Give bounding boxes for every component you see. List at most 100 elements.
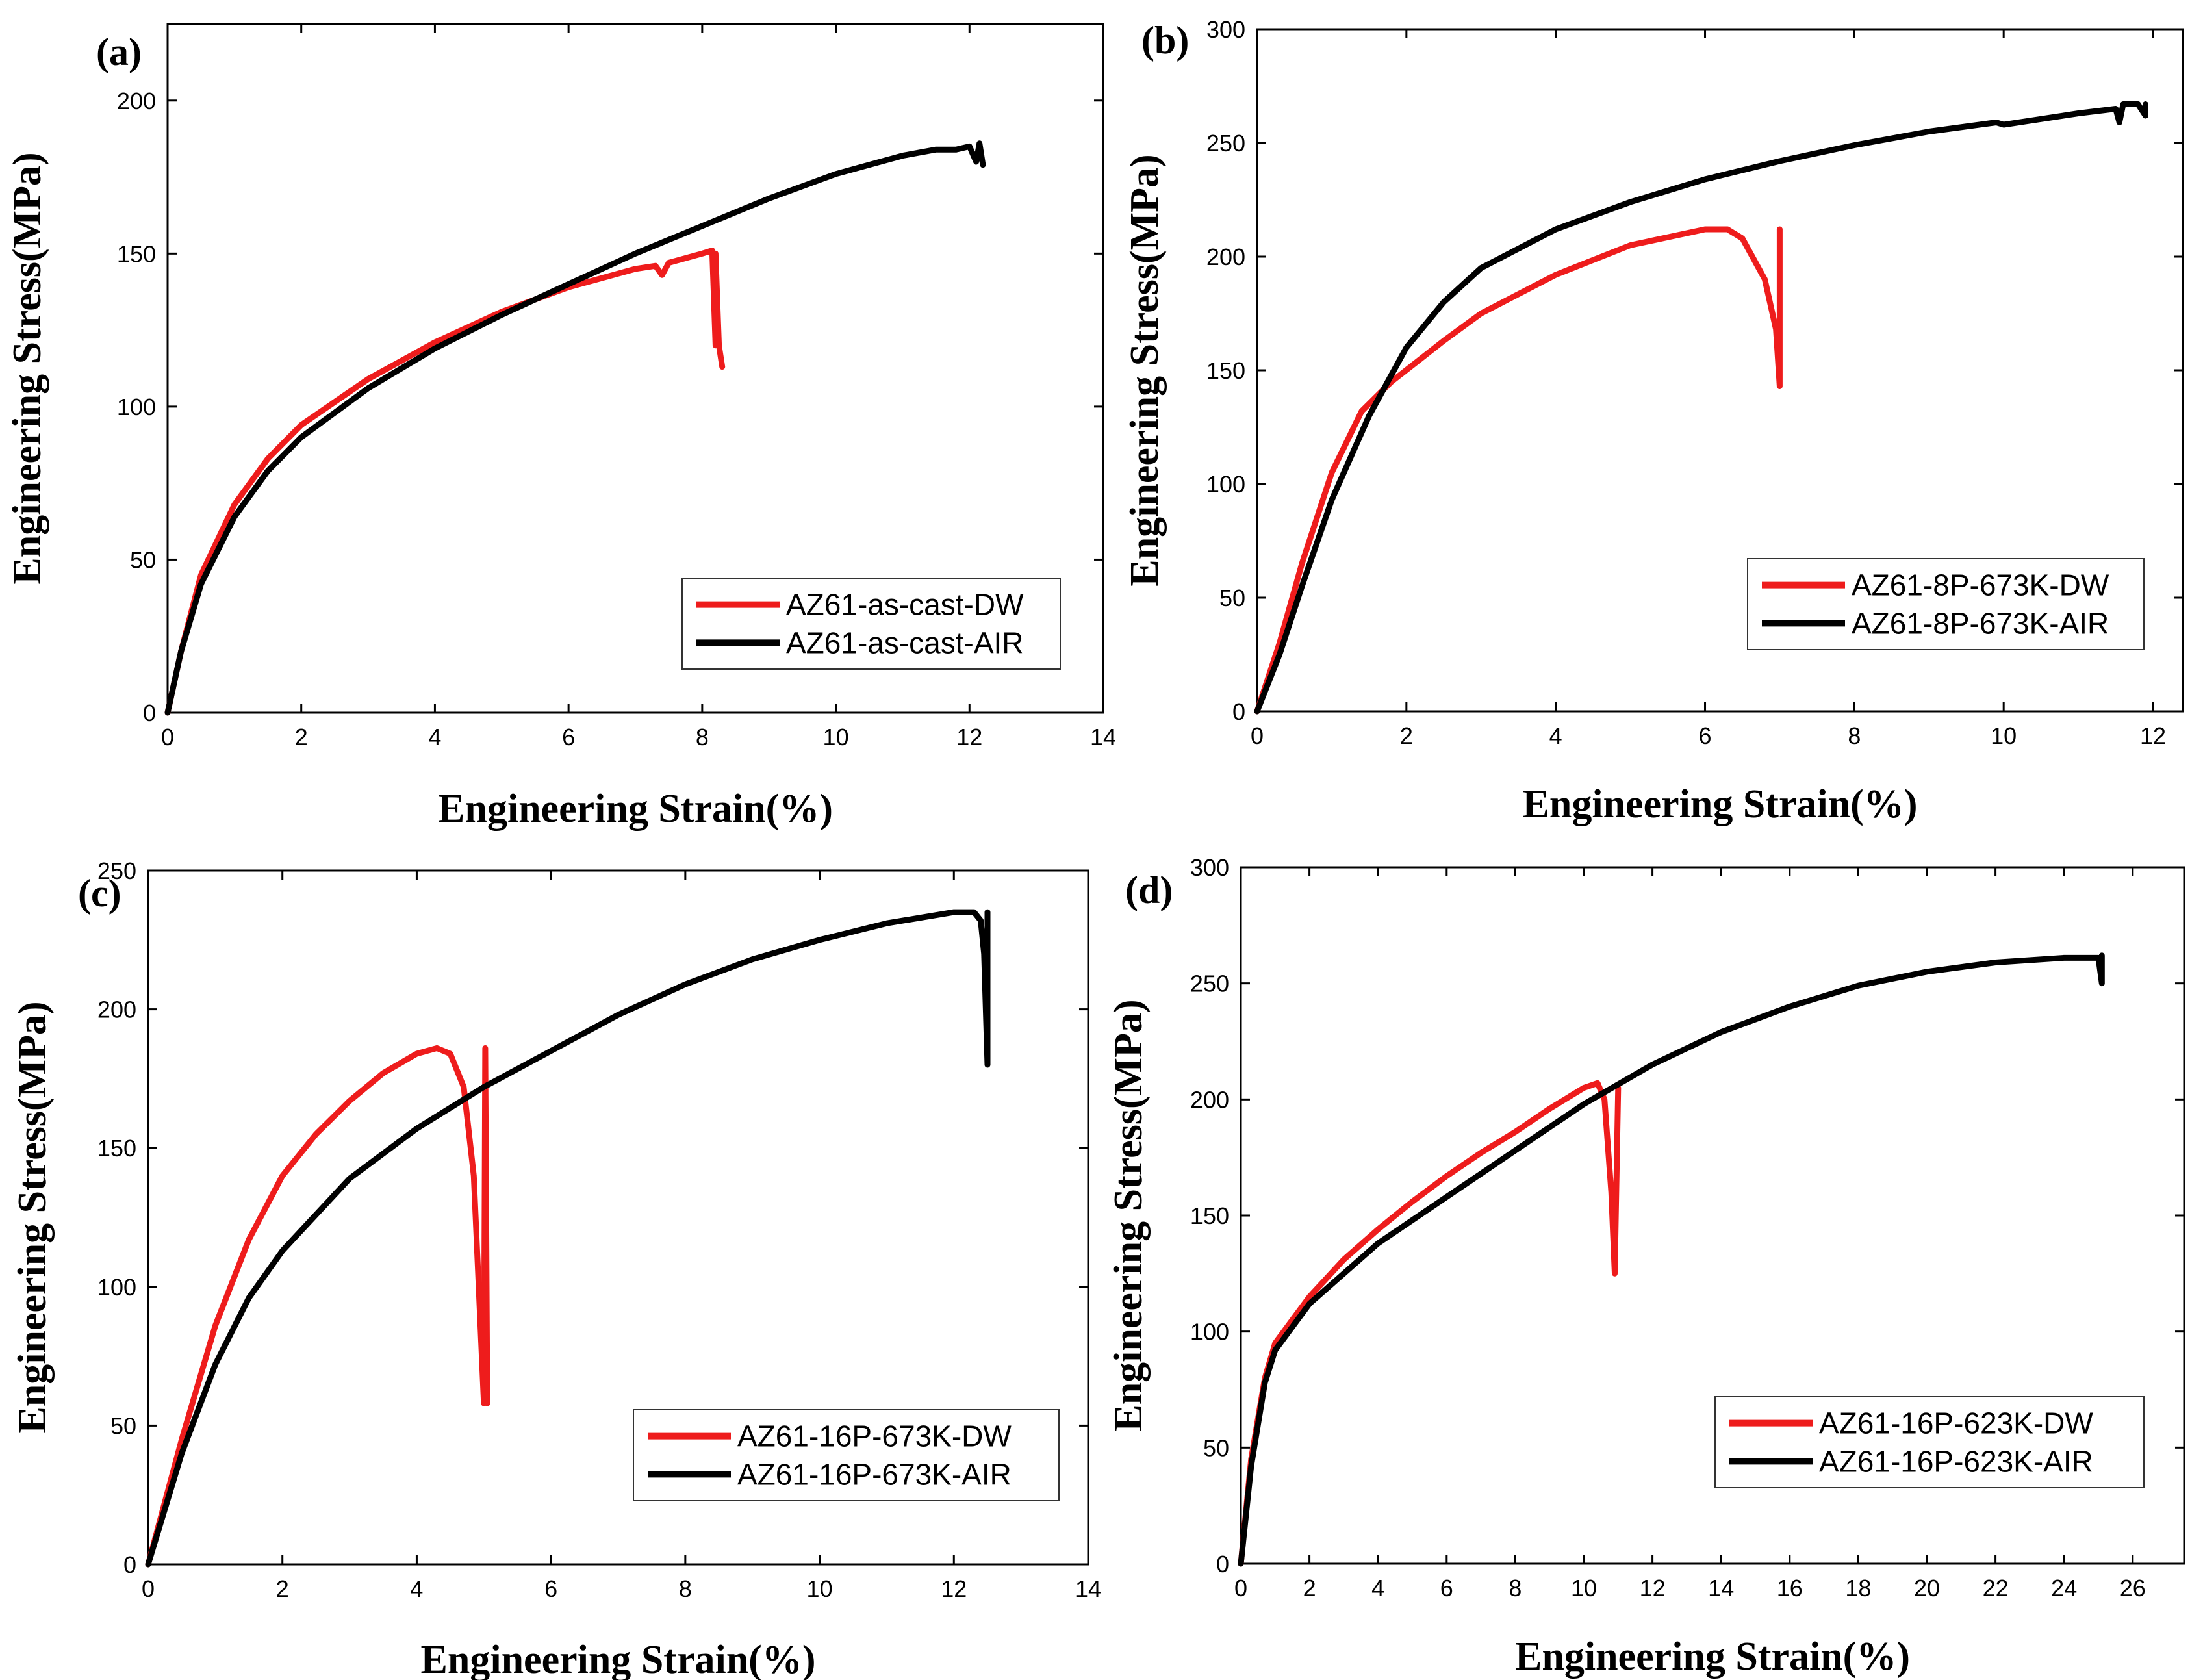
x-axis-title: Engineering Strain(%) [1523, 782, 1918, 826]
x-tick-label: 2 [1400, 722, 1413, 749]
series-line-air [1238, 952, 2105, 1567]
y-tick-label: 50 [110, 1412, 136, 1439]
y-tick-label: 0 [1216, 1551, 1229, 1577]
x-tick-label: 6 [1440, 1575, 1453, 1601]
legend-label: AZ61-16P-623K-DW [1819, 1406, 2093, 1440]
y-tick-label: 200 [1206, 244, 1245, 270]
legend-box [1714, 1396, 2145, 1488]
y-axis-title: Engineering Stress(MPa) [1106, 999, 1151, 1431]
legend-label: AZ61-16P-673K-DW [737, 1419, 1012, 1453]
y-tick-label: 300 [1190, 854, 1229, 881]
plot-frame [147, 869, 1089, 1566]
legend: AZ61-8P-673K-DW AZ61-8P-673K-AIR [1747, 558, 2145, 650]
panel-label: (d) [1125, 869, 1173, 911]
y-axis-title: Engineering Stress(MPa) [1123, 154, 1167, 586]
x-tick-label: 4 [410, 1575, 423, 1602]
y-tick-label: 250 [1206, 130, 1245, 157]
y-tick-label: 100 [1206, 471, 1245, 498]
x-tick-label: 6 [544, 1575, 557, 1602]
x-tick-label: 26 [2120, 1575, 2146, 1601]
x-tick-label: 10 [807, 1575, 833, 1602]
y-tick-label: 0 [123, 1551, 136, 1578]
x-tick-label: 2 [1303, 1575, 1316, 1601]
x-tick-label: 4 [1371, 1575, 1384, 1601]
y-tick-label: 0 [1232, 698, 1245, 725]
y-tick-label: 150 [97, 1135, 136, 1162]
y-tick-label: 100 [1190, 1319, 1229, 1345]
x-tick-label: 0 [161, 724, 174, 750]
panel-label: (b) [1141, 19, 1189, 62]
y-axis-title: Engineering Stress(MPa) [10, 1001, 55, 1433]
y-tick-label: 200 [97, 997, 136, 1023]
x-tick-label: 14 [1708, 1575, 1734, 1601]
panel-label: (c) [78, 872, 121, 915]
x-tick-label: 18 [1845, 1575, 1871, 1601]
x-tick-label: 14 [1090, 724, 1116, 750]
y-tick-label: 250 [1190, 971, 1229, 997]
series-line-dw [145, 1045, 490, 1568]
y-tick-label: 50 [1219, 585, 1245, 611]
x-tick-label: 2 [276, 1575, 289, 1602]
x-tick-label: 6 [1699, 722, 1712, 749]
x-axis-title: Engineering Strain(%) [438, 787, 833, 831]
legend: AZ61-as-cast-DW AZ61-as-cast-AIR [681, 578, 1061, 670]
x-tick-label: 12 [2140, 722, 2166, 749]
y-tick-label: 150 [117, 240, 156, 267]
legend-box [1747, 558, 2145, 650]
x-tick-label: 10 [1571, 1575, 1597, 1601]
x-tick-label: 8 [696, 724, 709, 750]
x-tick-label: 0 [1251, 722, 1264, 749]
x-tick-label: 4 [1549, 722, 1562, 749]
x-tick-label: 12 [941, 1575, 967, 1602]
legend-label: AZ61-16P-673K-AIR [737, 1457, 1012, 1491]
x-tick-label: 12 [956, 724, 982, 750]
legend: AZ61-16P-623K-DW AZ61-16P-623K-AIR [1714, 1396, 2145, 1488]
x-tick-label: 6 [562, 724, 575, 750]
series-line-air [1254, 101, 2148, 715]
x-tick-label: 0 [1234, 1575, 1247, 1601]
y-tick-label: 250 [97, 858, 136, 884]
x-axis-title: Engineering Strain(%) [421, 1638, 816, 1680]
x-tick-label: 0 [142, 1575, 155, 1602]
series-line-air [164, 140, 986, 716]
y-tick-label: 300 [1206, 16, 1245, 43]
legend-label: AZ61-16P-623K-AIR [1819, 1444, 2093, 1478]
y-tick-label: 200 [117, 88, 156, 114]
x-tick-label: 2 [295, 724, 308, 750]
legend-label: AZ61-8P-673K-DW [1852, 568, 2109, 602]
x-tick-label: 20 [1914, 1575, 1940, 1601]
y-axis-title: Engineering Stress(MPa) [5, 152, 49, 584]
y-tick-label: 50 [1203, 1434, 1229, 1461]
legend-label: AZ61-as-cast-DW [786, 588, 1024, 622]
legend: AZ61-16P-673K-DW AZ61-16P-673K-AIR [633, 1409, 1060, 1501]
x-tick-label: 10 [1991, 722, 2017, 749]
panel-label: (a) [96, 31, 142, 73]
x-axis-title: Engineering Strain(%) [1515, 1635, 1910, 1679]
legend-box [633, 1409, 1060, 1501]
panel-b: 0 2 4 6 8 10 12 0 50 100 150 200 250 300 AZ61-8P-673K-… [1123, 16, 2184, 826]
x-tick-label: 12 [1640, 1575, 1666, 1601]
x-tick-label: 16 [1777, 1575, 1803, 1601]
plot-frame [166, 23, 1104, 714]
panel-c: 0 2 4 6 8 10 12 14 0 50 100 150 200 250 AZ61-16P-673K-… [10, 858, 1101, 1680]
panel-d: 0 2 4 6 8 10 12 14 16 18 20 22 24 2605010015020025030… [1106, 854, 2185, 1679]
legend-label: AZ61-as-cast-AIR [786, 626, 1024, 659]
series-line-dw [164, 248, 726, 716]
x-tick-label: 10 [823, 724, 849, 750]
x-tick-label: 14 [1075, 1575, 1101, 1602]
x-tick-label: 8 [1848, 722, 1861, 749]
legend-label: AZ61-8P-673K-AIR [1852, 606, 2109, 640]
y-tick-label: 100 [117, 394, 156, 420]
series-line-dw [1254, 226, 1783, 715]
x-tick-label: 8 [679, 1575, 692, 1602]
x-tick-label: 22 [1983, 1575, 2009, 1601]
x-tick-label: 8 [1509, 1575, 1522, 1601]
series-line-air [145, 909, 991, 1568]
x-tick-label: 24 [2051, 1575, 2077, 1601]
legend-box [681, 578, 1061, 670]
y-tick-label: 200 [1190, 1086, 1229, 1113]
y-tick-label: 50 [130, 546, 156, 573]
panel-a: 0 2 4 6 8 10 12 14050100150200AZ61-as-cast-DWAZ… [5, 23, 1116, 831]
y-tick-label: 150 [1190, 1203, 1229, 1229]
